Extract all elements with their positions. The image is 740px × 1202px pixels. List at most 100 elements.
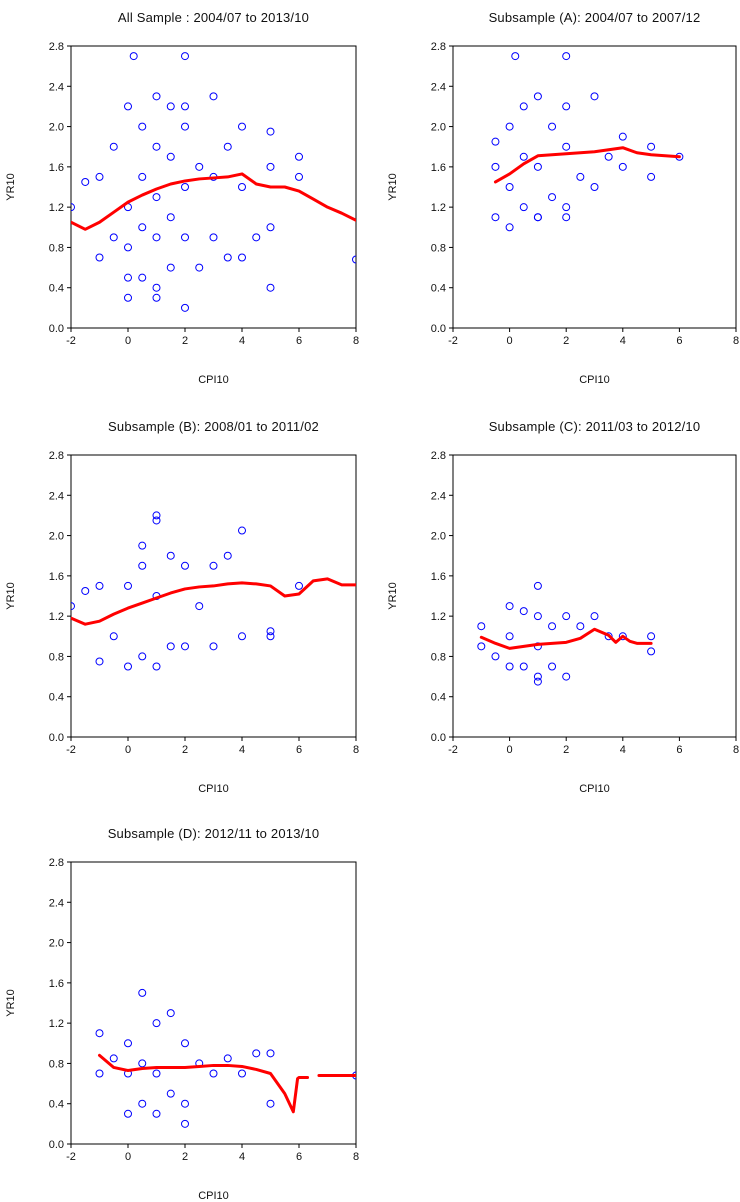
scatter-point: [95, 581, 104, 590]
scatter-point: [124, 662, 132, 671]
y-tick-label: 0.8: [431, 651, 446, 663]
scatter-point: [152, 283, 161, 292]
scatter-point: [166, 102, 175, 111]
scatter-point: [533, 612, 542, 621]
y-tick-label: 2.4: [49, 490, 64, 502]
y-axis-label: YR10: [5, 582, 17, 610]
scatter-point: [562, 672, 571, 681]
scatter-point: [138, 541, 147, 550]
data-layer: [71, 511, 356, 671]
scatter-point: [152, 662, 161, 671]
scatter-point: [238, 253, 246, 262]
x-tick-label: 0: [125, 335, 131, 347]
y-tick-label: 2.8: [49, 450, 64, 462]
scatter-point: [252, 1049, 261, 1058]
x-tick-label: 6: [296, 335, 302, 347]
fit-line: [98, 1053, 310, 1114]
scatter-point: [252, 233, 261, 242]
scatter-point: [138, 172, 147, 181]
scatter-point: [618, 632, 627, 641]
y-tick-label: 2.8: [431, 450, 446, 462]
scatter-point: [95, 1069, 104, 1078]
scatter-point: [590, 92, 599, 101]
scatter-point: [181, 642, 189, 651]
x-tick-label: -2: [448, 335, 458, 347]
x-tick-label: 4: [239, 744, 245, 756]
scatter-point: [647, 647, 656, 656]
panel-subsample-a: Subsample (A): 2004/07 to 2007/12 -2 0 2 4 6 8…: [387, 10, 739, 386]
scatter-point: [109, 233, 118, 242]
y-tick-label: 1.6: [49, 978, 64, 990]
x-tick-label: -2: [66, 1151, 76, 1163]
scatter-point: [152, 1069, 161, 1078]
y-tick-label: 0.8: [431, 242, 446, 254]
scatter-point: [519, 152, 528, 161]
scatter-point: [352, 255, 356, 264]
scatter-point: [477, 622, 486, 631]
scatter-point: [124, 293, 132, 302]
data-layer: [95, 988, 356, 1128]
x-tick-label: 6: [676, 744, 682, 756]
x-tick-label: 0: [507, 335, 513, 347]
scatter-point: [295, 172, 303, 181]
scatter-point: [71, 203, 75, 212]
scatter-point: [519, 607, 528, 616]
scatter-point: [505, 602, 514, 611]
scatter-point: [152, 516, 161, 525]
scatter-point: [138, 122, 147, 131]
scatter-point: [647, 632, 656, 641]
scatter-point: [548, 122, 557, 131]
scatter-point: [266, 1099, 275, 1108]
x-tick-label: 2: [182, 335, 188, 347]
scatter-point: [166, 1089, 175, 1098]
y-tick-label: 0.4: [49, 692, 64, 704]
scatter-point: [152, 293, 161, 302]
scatter-point: [238, 526, 246, 535]
scatter-point: [533, 581, 542, 590]
scatter-point: [71, 602, 75, 611]
scatter-point: [266, 1049, 275, 1058]
scatter-point: [295, 581, 303, 590]
scatter-point: [238, 1069, 246, 1078]
scatter-point: [505, 662, 514, 671]
scatter-point: [124, 1039, 132, 1048]
scatter-point: [618, 162, 627, 171]
scatter-point: [209, 642, 218, 651]
scatter-point: [109, 632, 118, 641]
scatter-point: [166, 642, 175, 651]
x-tick-label: 0: [125, 1151, 131, 1163]
scatter-point: [548, 662, 557, 671]
x-axis-label: CPI10: [579, 783, 610, 795]
x-tick-label: 8: [353, 1151, 359, 1163]
x-tick-label: 4: [239, 1151, 245, 1163]
scatter-point: [647, 172, 656, 181]
panel-title: Subsample (B): 2008/01 to 2011/02: [108, 419, 319, 434]
x-axis-label: CPI10: [198, 783, 229, 795]
scatter-point: [519, 662, 528, 671]
x-tick-label: 8: [733, 335, 739, 347]
y-tick-label: 1.2: [49, 611, 64, 623]
data-layer: [71, 52, 356, 312]
panel-subsample-c: Subsample (C): 2011/03 to 2012/10 -2 0 2 4 6 8…: [387, 419, 739, 795]
scatter-point: [238, 183, 246, 191]
scatter-point: [138, 652, 147, 661]
scatter-point: [533, 677, 542, 686]
scatter-point: [181, 122, 189, 131]
scatter-point: [138, 988, 147, 997]
y-tick-label: 1.6: [49, 571, 64, 583]
scatter-point: [505, 183, 514, 191]
scatter-point: [491, 137, 500, 146]
scatter-point: [152, 92, 161, 101]
scatter-point: [590, 183, 599, 191]
scatter-point: [124, 581, 132, 590]
y-tick-label: 1.2: [431, 611, 446, 623]
y-axis-label: YR10: [5, 989, 17, 1017]
scatter-point: [604, 152, 613, 161]
x-tick-label: 2: [563, 744, 569, 756]
scatter-point: [533, 162, 542, 171]
scatter-point: [95, 253, 104, 262]
scatter-point: [647, 142, 656, 151]
scatter-point: [548, 193, 557, 202]
scatter-point: [166, 152, 175, 161]
